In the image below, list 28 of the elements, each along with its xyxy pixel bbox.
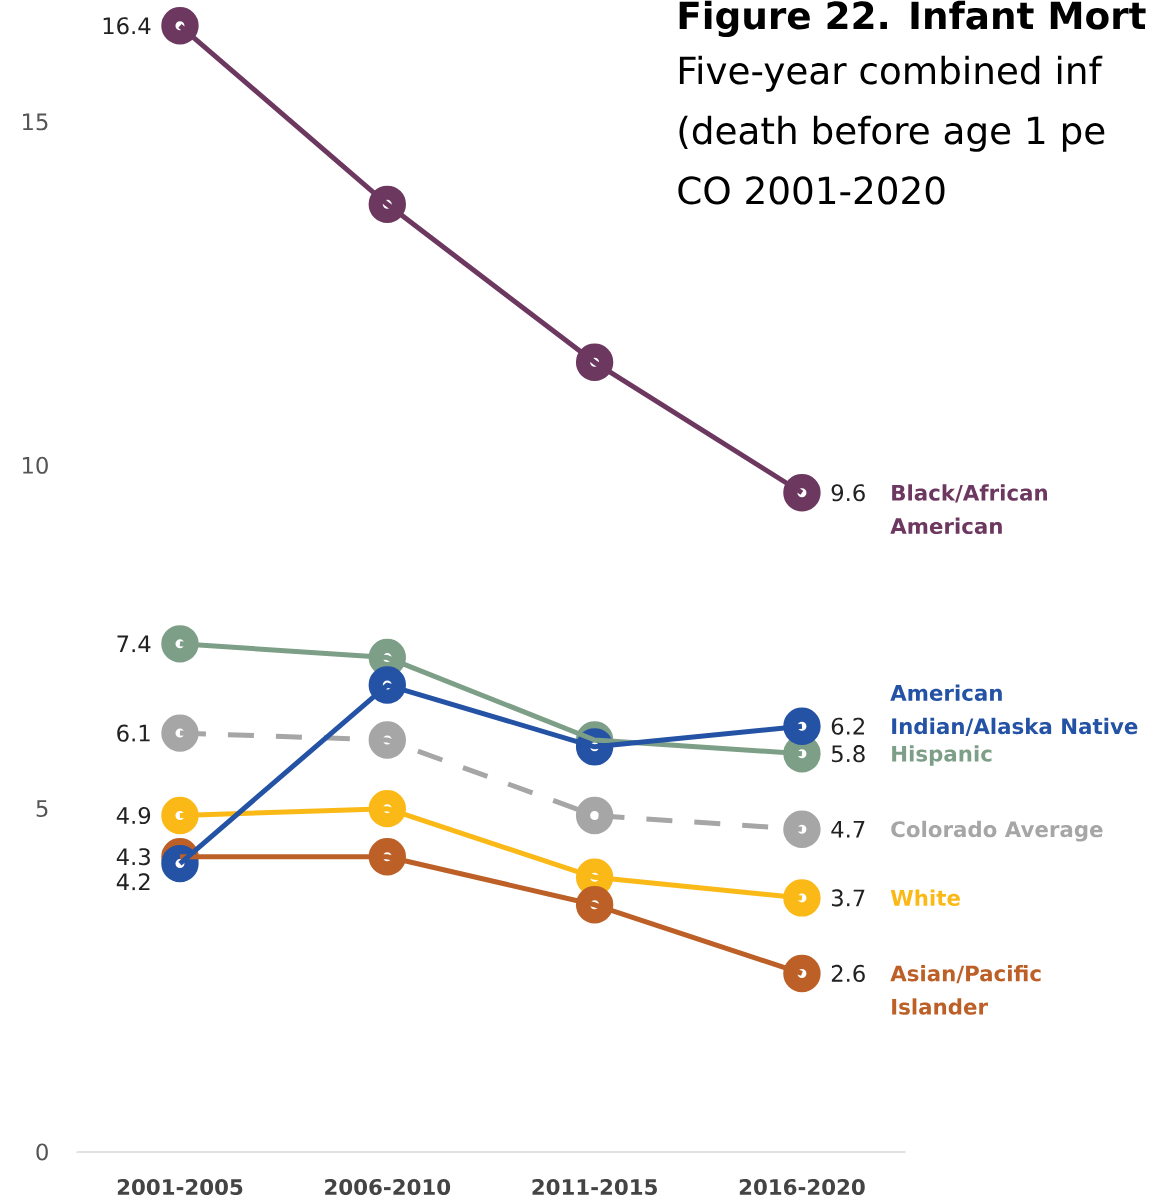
text: Asian/Pacific Islander xyxy=(890,964,1041,1015)
x-tick-label: 2001-2005 xyxy=(117,1178,243,1196)
data-label: 5.8 xyxy=(831,745,865,763)
text: Five-year combined inf (death before age 1 pe CO 2001-2020 xyxy=(678,55,1105,205)
text: Hispanic xyxy=(892,745,992,766)
data-label: 4.3 xyxy=(116,848,150,866)
chart-title: Figure 22. Infant Mort xyxy=(679,0,1146,38)
y-tick-label: 15 xyxy=(23,113,48,131)
data-label: 3.7 xyxy=(831,889,865,907)
y-tick-label: 0 xyxy=(36,1143,48,1161)
text: American Indian/Alaska Native xyxy=(890,684,1138,736)
x-tick-label: 2011-2015 xyxy=(532,1178,657,1196)
data-label: 4.9 xyxy=(116,806,151,825)
data-label: 2.6 xyxy=(831,964,865,983)
data-label: 9.6 xyxy=(831,484,865,502)
x-tick-label: 2006-2010 xyxy=(325,1178,451,1196)
y-tick-label: 5 xyxy=(36,800,48,818)
x-tick-label: 2016-2020 xyxy=(739,1178,865,1196)
data-label: 16.4 xyxy=(103,17,151,35)
data-label: 6.2 xyxy=(831,717,864,735)
text: Black/African American xyxy=(890,484,1047,535)
data-label: 6.1 xyxy=(117,724,150,742)
data-label: 4.2 xyxy=(116,873,150,891)
y-tick-label: 10 xyxy=(23,456,48,474)
text: White xyxy=(890,889,960,906)
data-label: 4.7 xyxy=(831,820,865,838)
data-label: 7.4 xyxy=(117,635,151,653)
text: Colorado Average xyxy=(891,820,1103,842)
